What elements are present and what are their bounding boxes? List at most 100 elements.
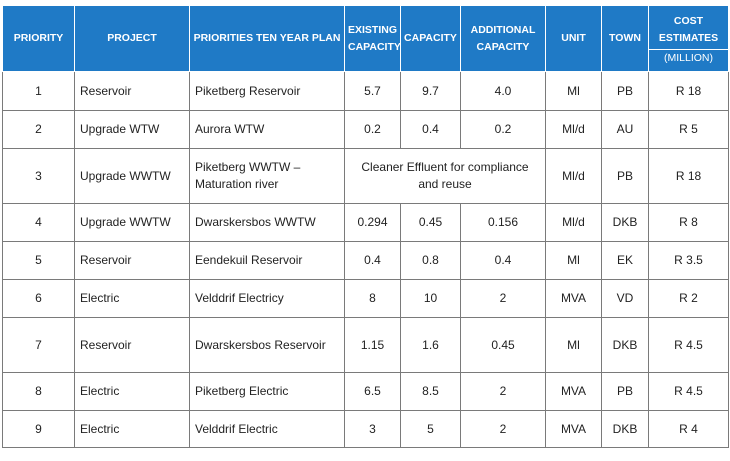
cell-capacity: 5 <box>400 410 461 448</box>
cell-town: PB <box>601 372 649 411</box>
cell-priority: 3 <box>2 148 75 204</box>
cell-existing: 6.5 <box>344 372 401 411</box>
cell-priority: 2 <box>2 110 75 149</box>
header-cost-estimates: COST ESTIMATES (MILLION) <box>648 5 729 72</box>
cell-project: Electric <box>74 410 190 448</box>
cell-unit: MVA <box>545 279 602 318</box>
cell-town: PB <box>601 71 649 111</box>
cell-unit: MVA <box>545 372 602 411</box>
cell-priority: 1 <box>2 71 75 111</box>
cell-capacity-note: Cleaner Effluent for compliance and reus… <box>344 148 546 204</box>
table-row: 1 Reservoir Piketberg Reservoir 5.7 9.7 … <box>2 71 729 111</box>
cell-project: Upgrade WWTW <box>74 148 190 204</box>
cell-additional: 2 <box>460 279 546 318</box>
cell-existing: 5.7 <box>344 71 401 111</box>
table-row: 4 Upgrade WWTW Dwarskersbos WWTW 0.294 0… <box>2 203 729 242</box>
priorities-table: PRIORITY PROJECT PRIORITIES TEN YEAR PLA… <box>2 5 729 448</box>
cell-existing: 0.294 <box>344 203 401 242</box>
cell-capacity: 10 <box>400 279 461 318</box>
table-row: 3 Upgrade WWTW Piketberg WWTW – Maturati… <box>2 148 729 204</box>
cell-additional: 0.45 <box>460 317 546 373</box>
cell-project: Reservoir <box>74 241 190 280</box>
cell-town: DKB <box>601 410 649 448</box>
cell-cost: R 3.5 <box>648 241 729 280</box>
cell-priority: 8 <box>2 372 75 411</box>
header-cost-unit: (MILLION) <box>649 49 728 67</box>
cell-existing: 0.2 <box>344 110 401 149</box>
cell-cost: R 5 <box>648 110 729 149</box>
cell-town: DKB <box>601 203 649 242</box>
header-plan: PRIORITIES TEN YEAR PLAN <box>189 5 345 72</box>
cell-capacity: 0.4 <box>400 110 461 149</box>
cell-town: DKB <box>601 317 649 373</box>
cell-additional: 0.156 <box>460 203 546 242</box>
cell-cost: R 4.5 <box>648 317 729 373</box>
cell-existing: 0.4 <box>344 241 401 280</box>
cell-cost: R 18 <box>648 148 729 204</box>
cell-priority: 5 <box>2 241 75 280</box>
cell-unit: Ml <box>545 71 602 111</box>
cell-plan: Piketberg Reservoir <box>189 71 345 111</box>
cell-project: Electric <box>74 372 190 411</box>
cell-unit: Ml/d <box>545 203 602 242</box>
cell-additional: 0.2 <box>460 110 546 149</box>
cell-capacity: 1.6 <box>400 317 461 373</box>
cell-capacity: 8.5 <box>400 372 461 411</box>
cell-priority: 7 <box>2 317 75 373</box>
cell-additional: 2 <box>460 410 546 448</box>
cell-additional: 4.0 <box>460 71 546 111</box>
header-row: PRIORITY PROJECT PRIORITIES TEN YEAR PLA… <box>2 5 729 72</box>
cell-unit: Ml <box>545 317 602 373</box>
cell-plan: Dwarskersbos Reservoir <box>189 317 345 373</box>
cell-plan: Piketberg WWTW – Maturation river <box>189 148 345 204</box>
cell-town: PB <box>601 148 649 204</box>
header-priority: PRIORITY <box>2 5 75 72</box>
cell-town: EK <box>601 241 649 280</box>
cell-town: VD <box>601 279 649 318</box>
cell-existing: 8 <box>344 279 401 318</box>
header-unit: UNIT <box>545 5 602 72</box>
table-row: 7 Reservoir Dwarskersbos Reservoir 1.15 … <box>2 317 729 373</box>
cell-existing: 1.15 <box>344 317 401 373</box>
header-additional-capacity: ADDITIONAL CAPACITY <box>460 5 546 72</box>
cell-unit: Ml <box>545 241 602 280</box>
header-existing-capacity: EXISTING CAPACITY <box>344 5 401 72</box>
cell-plan: Velddrif Electricy <box>189 279 345 318</box>
cell-town: AU <box>601 110 649 149</box>
table-row: 8 Electric Piketberg Electric 6.5 8.5 2 … <box>2 372 729 411</box>
cell-priority: 9 <box>2 410 75 448</box>
cell-cost: R 4 <box>648 410 729 448</box>
table-row: 6 Electric Velddrif Electricy 8 10 2 MVA… <box>2 279 729 318</box>
cell-priority: 6 <box>2 279 75 318</box>
cell-plan: Eendekuil Reservoir <box>189 241 345 280</box>
header-cost-label: COST ESTIMATES <box>658 15 719 44</box>
cell-plan: Dwarskersbos WWTW <box>189 203 345 242</box>
cell-additional: 2 <box>460 372 546 411</box>
cell-cost: R 8 <box>648 203 729 242</box>
cell-unit: Ml/d <box>545 148 602 204</box>
cell-cost: R 18 <box>648 71 729 111</box>
cell-plan: Aurora WTW <box>189 110 345 149</box>
cell-capacity: 0.45 <box>400 203 461 242</box>
cell-project: Reservoir <box>74 317 190 373</box>
cell-plan: Velddrif Electric <box>189 410 345 448</box>
table-row: 2 Upgrade WTW Aurora WTW 0.2 0.4 0.2 Ml/… <box>2 110 729 149</box>
cell-project: Reservoir <box>74 71 190 111</box>
header-project: PROJECT <box>74 5 190 72</box>
cell-capacity: 9.7 <box>400 71 461 111</box>
cell-additional: 0.4 <box>460 241 546 280</box>
cell-capacity: 0.8 <box>400 241 461 280</box>
cell-unit: Ml/d <box>545 110 602 149</box>
header-capacity: CAPACITY <box>400 5 461 72</box>
header-town: TOWN <box>601 5 649 72</box>
cell-cost: R 4.5 <box>648 372 729 411</box>
cell-unit: MVA <box>545 410 602 448</box>
cell-priority: 4 <box>2 203 75 242</box>
cell-plan: Piketberg Electric <box>189 372 345 411</box>
table-row: 5 Reservoir Eendekuil Reservoir 0.4 0.8 … <box>2 241 729 280</box>
cell-cost: R 2 <box>648 279 729 318</box>
table-row: 9 Electric Velddrif Electric 3 5 2 MVA D… <box>2 410 729 448</box>
cell-project: Upgrade WTW <box>74 110 190 149</box>
cell-existing: 3 <box>344 410 401 448</box>
cell-project: Upgrade WWTW <box>74 203 190 242</box>
